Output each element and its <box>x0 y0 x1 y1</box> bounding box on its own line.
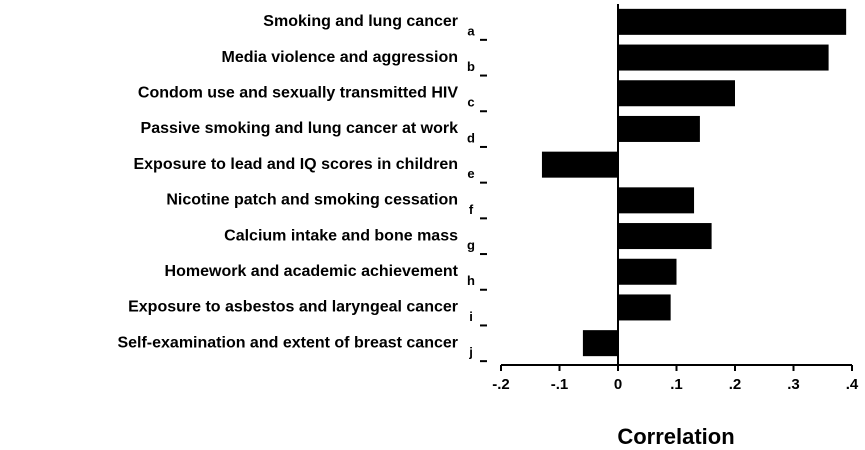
bar <box>618 80 735 107</box>
category-label: Passive smoking and lung cancer at work <box>141 120 459 137</box>
bar <box>582 330 618 357</box>
x-tick-label: 0 <box>614 376 622 393</box>
category-label: Homework and academic achievement <box>165 263 459 280</box>
bar <box>618 44 829 71</box>
category-label: Exposure to lead and IQ scores in childr… <box>133 156 458 173</box>
category-label: Condom use and sexually transmitted HIV <box>138 84 458 101</box>
category-letter: d <box>467 130 475 145</box>
x-tick-label: .4 <box>846 376 859 393</box>
bar <box>618 258 677 285</box>
category-letter: g <box>467 237 475 252</box>
category-letter: c <box>467 95 474 110</box>
category-letter: f <box>469 202 474 217</box>
x-axis-title: Correlation <box>617 424 734 449</box>
category-label: Exposure to asbestos and laryngeal cance… <box>128 299 458 316</box>
category-letter: h <box>467 273 475 288</box>
category-letter: b <box>467 59 475 74</box>
category-letter: e <box>467 166 474 181</box>
bar <box>618 223 712 250</box>
category-label: Media violence and aggression <box>221 49 458 66</box>
x-tick-label: -.1 <box>551 376 569 393</box>
category-letter: j <box>468 345 473 360</box>
category-label: Calcium intake and bone mass <box>224 227 458 244</box>
category-letter: a <box>467 23 475 38</box>
category-label: Self-examination and extent of breast ca… <box>117 334 458 351</box>
category-label: Nicotine patch and smoking cessation <box>166 192 458 209</box>
x-tick-label: .1 <box>670 376 683 393</box>
category-label: Smoking and lung cancer <box>263 13 458 30</box>
bar <box>618 8 847 35</box>
x-tick-label: .3 <box>787 376 800 393</box>
category-letter: i <box>469 309 473 324</box>
bar <box>618 187 695 214</box>
bar <box>618 115 700 142</box>
x-tick-label: .2 <box>729 376 742 393</box>
bar <box>618 294 671 321</box>
x-tick-label: -.2 <box>492 376 510 393</box>
bar <box>541 151 618 178</box>
